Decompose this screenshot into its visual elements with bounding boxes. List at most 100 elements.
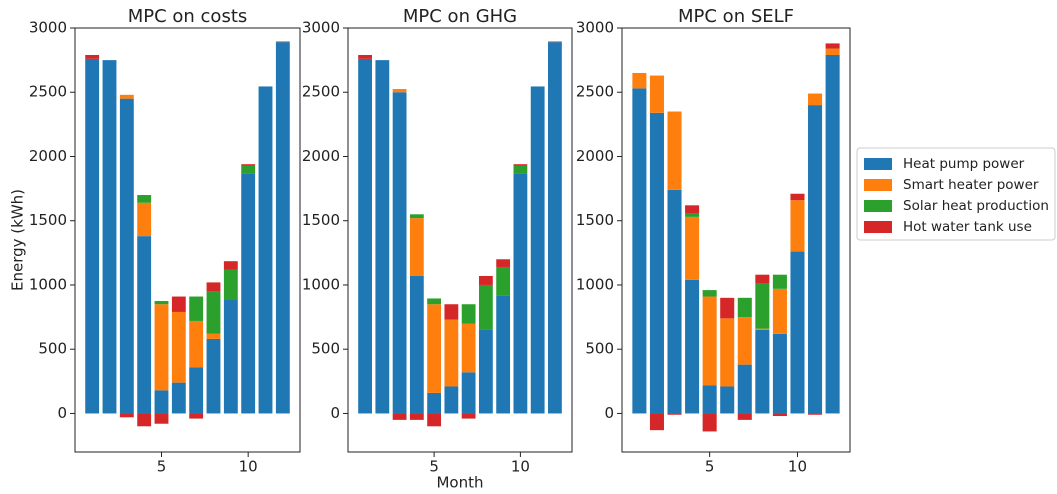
bar — [808, 413, 823, 415]
chart-title: MPC on costs — [128, 6, 248, 27]
bar — [241, 165, 256, 174]
bar — [496, 266, 511, 296]
bar — [427, 413, 442, 427]
bar — [171, 382, 186, 414]
y-tick-label: 1500 — [302, 211, 340, 229]
bar — [392, 92, 407, 414]
bar — [772, 288, 787, 334]
y-tick-label: 0 — [57, 404, 67, 422]
bar — [685, 279, 700, 414]
y-tick-label: 1000 — [29, 275, 67, 293]
bar — [154, 413, 169, 424]
legend-label: Solar heat production — [903, 198, 1049, 214]
y-tick-label: 3000 — [576, 19, 614, 37]
bar — [275, 42, 290, 414]
bar — [206, 333, 221, 339]
bar — [409, 275, 424, 414]
bar — [223, 299, 238, 414]
x-tick-label: 5 — [705, 458, 715, 476]
bar — [513, 165, 528, 174]
bar — [137, 236, 152, 414]
bar — [444, 319, 459, 387]
bar — [206, 338, 221, 414]
bar — [790, 251, 805, 414]
bar — [548, 41, 562, 43]
bar — [189, 320, 204, 368]
bar — [358, 54, 372, 59]
bar — [189, 413, 204, 419]
bar — [241, 164, 256, 166]
bar — [206, 291, 221, 334]
y-tick-label: 0 — [604, 404, 614, 422]
y-tick-label: 2500 — [302, 83, 340, 101]
bar — [790, 193, 805, 201]
bar — [258, 86, 273, 414]
bar — [755, 328, 770, 330]
bar — [825, 54, 840, 414]
bar — [444, 304, 459, 320]
bar — [685, 205, 700, 214]
bar — [427, 298, 442, 305]
bar — [478, 275, 493, 285]
y-tick-label: 500 — [311, 340, 340, 358]
legend-label: Smart heater power — [903, 177, 1039, 193]
bar — [478, 284, 493, 330]
bar — [496, 259, 511, 267]
x-tick-label: 10 — [239, 458, 258, 476]
legend-swatch — [864, 200, 892, 212]
bar — [358, 58, 372, 414]
bar — [755, 274, 770, 284]
bar — [461, 413, 476, 419]
axes-frame — [347, 27, 573, 453]
bar — [409, 214, 424, 219]
bar — [119, 94, 134, 99]
y-tick-label: 2000 — [29, 147, 67, 165]
bar — [409, 218, 424, 276]
y-tick-label: 1000 — [576, 275, 614, 293]
bar — [275, 41, 290, 43]
bar — [632, 72, 647, 89]
bar — [825, 43, 840, 49]
x-axis-label: Month — [436, 474, 483, 491]
y-tick-label: 1000 — [302, 275, 340, 293]
bar — [737, 413, 752, 420]
bar — [548, 42, 562, 414]
bar — [496, 295, 511, 414]
x-tick-label: 10 — [788, 458, 807, 476]
bar — [737, 364, 752, 414]
bar — [702, 413, 717, 432]
bar — [85, 58, 100, 414]
axes-frame — [74, 27, 301, 453]
bar — [478, 329, 493, 414]
bar — [737, 317, 752, 365]
legend-label: Heat pump power — [903, 156, 1025, 172]
bar — [461, 323, 476, 373]
bar — [154, 304, 169, 391]
bar — [427, 392, 442, 414]
bar — [649, 413, 664, 431]
bar — [241, 173, 256, 414]
bar — [720, 297, 735, 319]
bar — [755, 329, 770, 414]
bar — [137, 413, 152, 427]
legend-swatch — [864, 158, 892, 170]
bar — [808, 93, 823, 106]
bar — [685, 216, 700, 280]
bar — [720, 318, 735, 387]
bar — [790, 200, 805, 252]
bar — [375, 60, 390, 414]
axes-frame — [621, 27, 851, 453]
bar — [119, 413, 134, 418]
bar — [685, 213, 700, 217]
bar — [189, 367, 204, 414]
bar — [808, 105, 823, 414]
bar — [85, 54, 100, 59]
x-tick-label: 5 — [429, 458, 439, 476]
bar — [137, 195, 152, 203]
bar — [667, 189, 682, 414]
bar — [206, 282, 221, 292]
y-tick-label: 500 — [38, 340, 67, 358]
bar — [444, 386, 459, 414]
legend-swatch — [864, 179, 892, 191]
y-tick-label: 2500 — [29, 83, 67, 101]
